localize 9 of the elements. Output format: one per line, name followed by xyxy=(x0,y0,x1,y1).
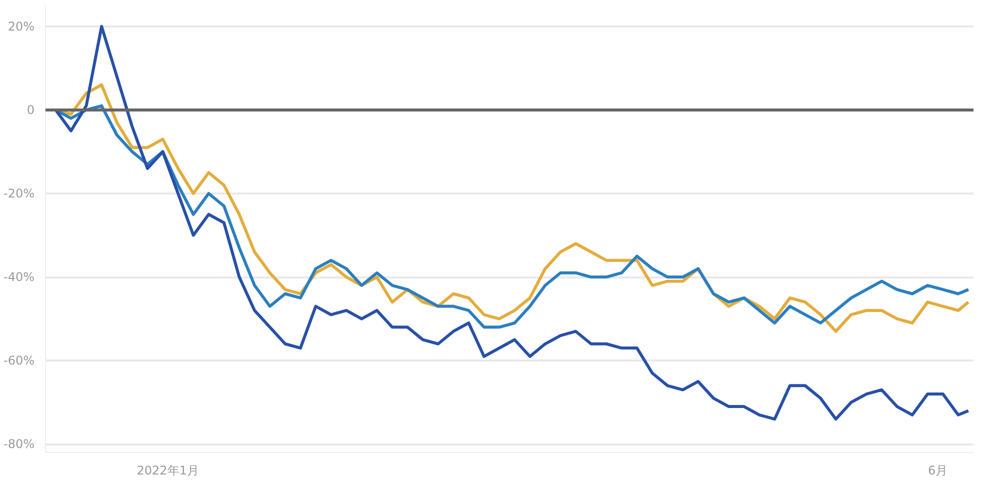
y-tick-label: 20% xyxy=(8,19,34,34)
y-tick-label: -60% xyxy=(4,354,35,368)
y-tick-label: -20% xyxy=(4,186,35,200)
x-tick-label: 2022年1月 xyxy=(136,464,199,478)
x-tick-label: 6月 xyxy=(928,464,948,478)
line-series xyxy=(54,24,970,421)
y-tick-label: -40% xyxy=(4,270,35,284)
y-tick-label: -80% xyxy=(4,437,35,452)
y-tick-label: 0 xyxy=(26,102,35,117)
